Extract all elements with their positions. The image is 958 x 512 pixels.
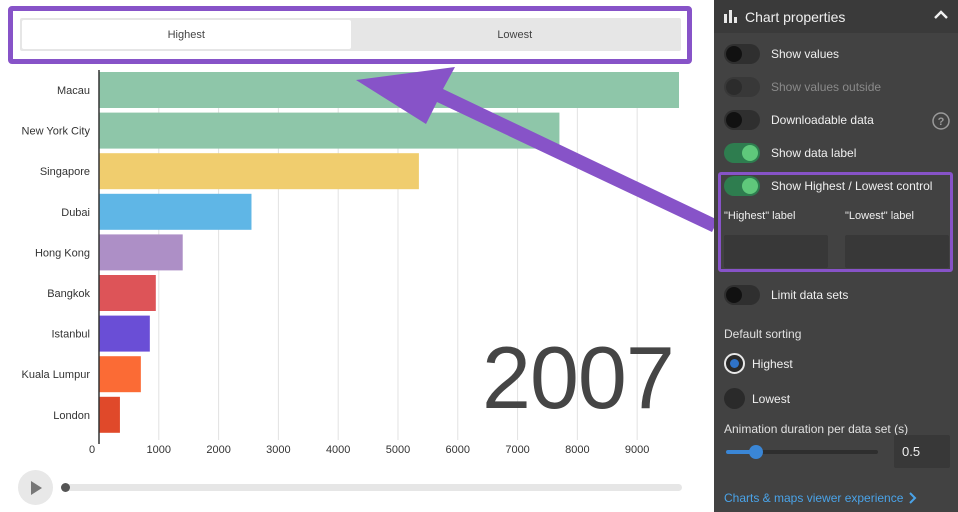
tick-label: 8000	[565, 444, 589, 456]
viewer-experience-link-text: Charts & maps viewer experience	[724, 491, 904, 505]
limit-data-sets-toggle[interactable]	[724, 285, 760, 305]
chart-properties-panel: Chart properties Show values Show values…	[714, 0, 958, 512]
panel-title: Chart properties	[745, 8, 846, 25]
bar	[99, 193, 252, 230]
slider-fill	[726, 450, 757, 454]
highlight-frame-settings	[718, 172, 953, 272]
tab-highest[interactable]: Highest	[22, 20, 351, 49]
bar	[99, 234, 183, 271]
category-label: Dubai	[61, 207, 90, 219]
tick-label: 9000	[625, 444, 649, 456]
highlight-frame-toggle: Highest Lowest	[8, 6, 692, 64]
tick-label: 3000	[266, 444, 290, 456]
help-icon[interactable]: ?	[932, 112, 950, 130]
show-values-row: Show values	[724, 42, 954, 66]
downloadable-data-label: Downloadable data	[771, 113, 874, 127]
bar	[99, 396, 120, 433]
show-values-label: Show values	[771, 47, 840, 61]
show-data-label-toggle[interactable]	[724, 143, 760, 163]
chevron-up-icon[interactable]	[934, 10, 948, 20]
bar	[99, 72, 680, 108]
play-icon	[30, 480, 42, 495]
tick-label: 7000	[505, 444, 529, 456]
timeline-slider[interactable]	[61, 483, 682, 492]
play-button[interactable]	[18, 470, 53, 505]
downloadable-data-toggle[interactable]	[724, 110, 760, 130]
tick-label: 5000	[386, 444, 410, 456]
sort-option-lowest[interactable]: Lowest	[724, 388, 790, 409]
bar	[99, 356, 141, 393]
category-label: London	[53, 410, 90, 422]
category-label: New York City	[22, 126, 91, 138]
category-label: Singapore	[40, 166, 90, 178]
category-label: Istanbul	[51, 329, 90, 341]
radio-lowest[interactable]	[724, 388, 745, 409]
limit-data-sets-row: Limit data sets	[724, 283, 954, 307]
chart-area: Highest Lowest Macau New York City Singapo…	[8, 6, 692, 505]
lowest-label-input[interactable]	[845, 235, 949, 268]
tick-label: 0	[89, 444, 95, 456]
radio-highest[interactable]	[724, 353, 745, 374]
tick-label: 6000	[446, 444, 470, 456]
slider-thumb[interactable]	[749, 445, 764, 459]
timeline-handle[interactable]	[61, 483, 70, 492]
chevron-right-icon	[909, 492, 917, 504]
highest-lowest-toggle: Highest Lowest	[20, 18, 681, 51]
show-data-label-label: Show data label	[771, 146, 857, 160]
category-label: Hong Kong	[35, 247, 90, 259]
bar	[99, 275, 156, 311]
radio-lowest-label: Lowest	[752, 391, 791, 406]
show-highest-lowest-row: Show Highest / Lowest control	[724, 174, 954, 198]
tick-label: 1000	[147, 444, 171, 456]
animation-duration-slider[interactable]	[726, 445, 878, 459]
svg-text:?: ?	[938, 116, 945, 128]
tab-lowest[interactable]: Lowest	[497, 28, 533, 41]
bar	[99, 112, 560, 149]
show-highest-lowest-label: Show Highest / Lowest control	[771, 179, 933, 193]
bar-chart-icon	[724, 10, 737, 23]
lowest-label-caption: "Lowest" label	[845, 210, 914, 222]
sort-option-highest[interactable]: Highest	[724, 353, 793, 374]
animation-duration-heading: Animation duration per data set (s)	[724, 422, 909, 436]
show-values-outside-toggle	[724, 77, 760, 97]
animation-duration-input[interactable]	[894, 435, 950, 468]
show-values-outside-label: Show values outside	[771, 80, 882, 94]
show-highest-lowest-toggle[interactable]	[724, 176, 760, 196]
show-values-toggle[interactable]	[724, 44, 760, 64]
viewer-experience-link[interactable]: Charts & maps viewer experience	[724, 491, 918, 505]
show-values-outside-row: Show values outside	[724, 75, 954, 99]
tick-label: 4000	[326, 444, 350, 456]
highest-label-caption: "Highest" label	[724, 210, 796, 222]
downloadable-data-row: Downloadable data	[724, 108, 954, 132]
tick-label: 2000	[206, 444, 230, 456]
radio-highest-label: Highest	[752, 356, 793, 371]
category-label: Kuala Lumpur	[22, 369, 91, 381]
year-label: 2007	[482, 328, 675, 427]
highest-label-input[interactable]	[724, 235, 828, 268]
bar	[99, 153, 419, 190]
default-sorting-heading: Default sorting	[724, 327, 802, 341]
panel-header[interactable]: Chart properties	[714, 0, 958, 33]
bar	[99, 315, 150, 352]
show-data-label-row: Show data label	[724, 141, 954, 165]
limit-data-sets-label: Limit data sets	[771, 288, 849, 302]
category-label: Macau	[57, 85, 90, 97]
category-label: Bangkok	[47, 288, 90, 300]
